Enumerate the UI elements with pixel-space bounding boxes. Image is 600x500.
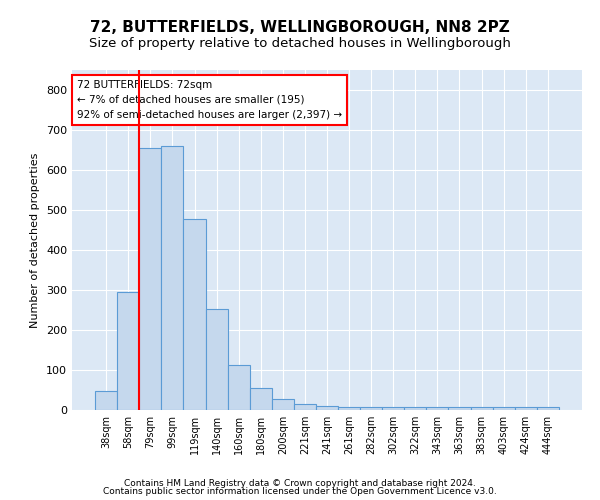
Bar	[448, 407, 470, 410]
Text: Size of property relative to detached houses in Wellingborough: Size of property relative to detached ho…	[89, 38, 511, 51]
Text: Contains public sector information licensed under the Open Government Licence v3: Contains public sector information licen…	[103, 487, 497, 496]
Bar	[537, 407, 559, 410]
Bar	[382, 407, 404, 410]
Bar	[427, 407, 448, 410]
Bar	[360, 407, 382, 410]
Bar	[272, 399, 294, 410]
Text: 72, BUTTERFIELDS, WELLINGBOROUGH, NN8 2PZ: 72, BUTTERFIELDS, WELLINGBOROUGH, NN8 2P…	[90, 20, 510, 35]
Bar	[139, 148, 161, 410]
Text: 72 BUTTERFIELDS: 72sqm
← 7% of detached houses are smaller (195)
92% of semi-det: 72 BUTTERFIELDS: 72sqm ← 7% of detached …	[77, 80, 342, 120]
Bar	[250, 388, 272, 410]
Bar	[161, 146, 184, 410]
Bar	[338, 407, 360, 410]
Bar	[404, 407, 427, 410]
Y-axis label: Number of detached properties: Number of detached properties	[31, 152, 40, 328]
Bar	[117, 292, 139, 410]
Bar	[316, 406, 338, 410]
Bar	[493, 407, 515, 410]
Text: Contains HM Land Registry data © Crown copyright and database right 2024.: Contains HM Land Registry data © Crown c…	[124, 478, 476, 488]
Bar	[294, 404, 316, 410]
Bar	[184, 219, 206, 410]
Bar	[227, 365, 250, 410]
Bar	[206, 309, 227, 410]
Bar	[95, 391, 117, 410]
Bar	[515, 407, 537, 410]
Bar	[470, 407, 493, 410]
